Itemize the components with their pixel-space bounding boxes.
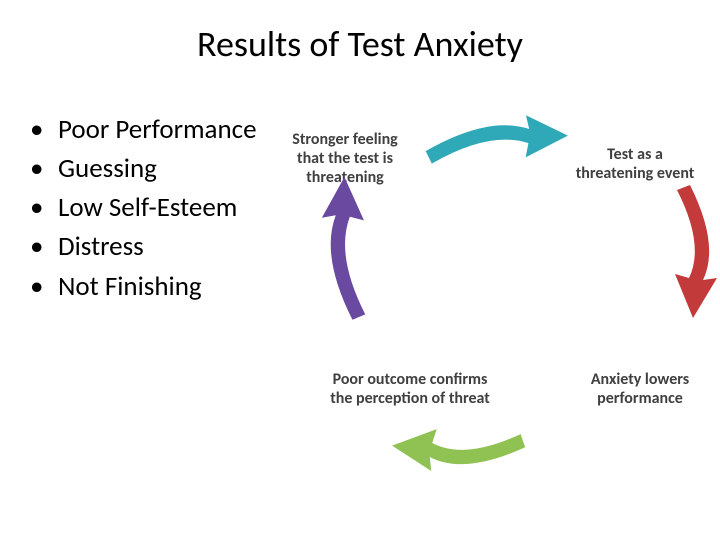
cycle-arrow-left [312, 174, 377, 326]
cycle-arrow-top [418, 104, 573, 177]
bullet-list: Poor Performance Guessing Low Self-Estee… [30, 110, 257, 306]
list-item: Distress [30, 227, 257, 266]
cycle-arrow-right [665, 180, 720, 320]
list-item: Poor Performance [30, 110, 257, 149]
cycle-node-poor-outcome: Poor outcome confirms the perception of … [330, 370, 490, 408]
list-item: Not Finishing [30, 267, 257, 306]
cycle-node-threatening-event: Test as a threatening event [570, 145, 700, 183]
cycle-diagram: Stronger feeling that the test is threat… [280, 90, 710, 490]
cycle-arrow-bottom [389, 418, 531, 483]
cycle-node-anxiety-lowers: Anxiety lowers performance [580, 370, 700, 408]
list-item: Guessing [30, 149, 257, 188]
page-title: Results of Test Anxiety [0, 0, 720, 66]
list-item: Low Self-Esteem [30, 188, 257, 227]
